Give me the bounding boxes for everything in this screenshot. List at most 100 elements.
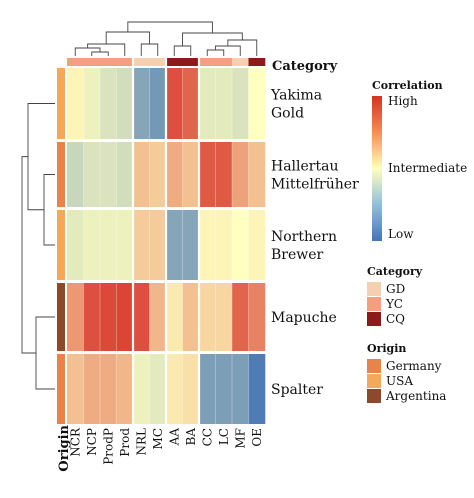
correlation-colorbar bbox=[372, 96, 382, 241]
heatmap-cell bbox=[67, 283, 84, 351]
heatmap-cell bbox=[166, 142, 183, 207]
category-legend-swatch bbox=[367, 282, 381, 296]
category-legend-swatch bbox=[367, 312, 381, 326]
row-label: Mapuche bbox=[271, 310, 337, 326]
column-label: LC bbox=[217, 428, 231, 445]
heatmap-cell bbox=[149, 210, 167, 280]
row-label: Yakima bbox=[270, 88, 322, 104]
heatmap-cell bbox=[248, 68, 266, 139]
category-cell bbox=[182, 58, 200, 66]
origin-legend-label: Argentina bbox=[385, 389, 446, 403]
category-legend-label: YC bbox=[385, 297, 403, 311]
category-legend-title: Category bbox=[367, 265, 423, 278]
heatmap-cell bbox=[232, 283, 249, 351]
row-label: Northern bbox=[271, 229, 337, 245]
heatmap-cell bbox=[232, 210, 249, 280]
dendrogram-link bbox=[215, 45, 241, 56]
heatmap-cell bbox=[67, 354, 84, 424]
row-label: Brewer bbox=[271, 247, 324, 263]
heatmap-cell bbox=[248, 210, 266, 280]
heatmap-cell bbox=[133, 283, 150, 351]
origin-annotation-bar bbox=[57, 68, 65, 424]
category-annotation-bar bbox=[67, 58, 266, 66]
heatmap-cell bbox=[166, 354, 183, 424]
dendrogram-link bbox=[182, 32, 243, 46]
origin-legend-label: Germany bbox=[386, 359, 442, 373]
heatmap-cell bbox=[166, 210, 183, 280]
heatmap-cell bbox=[232, 68, 249, 139]
category-cell bbox=[116, 58, 134, 66]
dendrogram-link bbox=[105, 31, 150, 44]
heatmap-cell bbox=[133, 210, 150, 280]
dendrogram-link bbox=[140, 43, 159, 56]
row-labels: Yakima Gold Hallertau Mittelfrüher Northern B… bbox=[270, 88, 359, 399]
category-legend-swatch bbox=[367, 297, 381, 311]
column-label: BA bbox=[184, 428, 198, 446]
dendrogram-link bbox=[21, 156, 36, 354]
heatmap-cell bbox=[83, 354, 101, 424]
origin-cell bbox=[57, 142, 65, 207]
heatmap-cell bbox=[182, 210, 200, 280]
column-label: OE bbox=[250, 428, 264, 447]
category-cell bbox=[67, 58, 84, 66]
heatmap-cell bbox=[116, 142, 134, 207]
heatmap-cell bbox=[116, 354, 134, 424]
heatmap-cell bbox=[149, 354, 167, 424]
heatmap-cell bbox=[215, 283, 233, 351]
heatmap-cell bbox=[116, 210, 134, 280]
row-dendrogram bbox=[21, 103, 55, 390]
column-label: NCP bbox=[85, 428, 99, 456]
category-cell bbox=[215, 58, 233, 66]
row-group-gap bbox=[56, 351, 266, 354]
heatmap-cell bbox=[133, 142, 150, 207]
heatmap-cell bbox=[133, 354, 150, 424]
heatmap-cell bbox=[232, 142, 249, 207]
heatmap-cell bbox=[83, 142, 101, 207]
heatmap-cell bbox=[67, 210, 84, 280]
column-label: MC bbox=[151, 428, 165, 449]
column-label: ProdP bbox=[101, 428, 115, 465]
heatmap-cell bbox=[182, 68, 200, 139]
heatmap-cell bbox=[215, 354, 233, 424]
heatmap-cell bbox=[100, 283, 117, 351]
row-label: Gold bbox=[271, 106, 304, 122]
heatmap-cell bbox=[199, 142, 216, 207]
heatmap-cell bbox=[67, 68, 84, 139]
dendrogram-link bbox=[27, 103, 55, 211]
category-cell bbox=[149, 58, 167, 66]
heatmap-cell bbox=[83, 68, 101, 139]
heatmap-cell bbox=[215, 142, 233, 207]
dendrogram-link bbox=[87, 43, 126, 56]
heatmap-cell bbox=[199, 354, 216, 424]
row-group-gap bbox=[56, 139, 266, 142]
column-label: Prod bbox=[118, 428, 132, 457]
heatmap-cell bbox=[166, 283, 183, 351]
dendrogram-link bbox=[173, 45, 192, 56]
origin-legend-swatch bbox=[367, 389, 381, 403]
heatmap-cell bbox=[215, 210, 233, 280]
heatmap-cell bbox=[149, 283, 167, 351]
correlation-legend-label: High bbox=[388, 94, 418, 108]
category-cell bbox=[83, 58, 101, 66]
category-cell bbox=[166, 58, 183, 66]
heatmap-cell bbox=[83, 210, 101, 280]
category-cell bbox=[133, 58, 150, 66]
dendrogram-link bbox=[227, 39, 258, 56]
dendrogram-link bbox=[43, 174, 55, 246]
dendrogram-link bbox=[35, 316, 55, 390]
heatmap-cell bbox=[199, 68, 216, 139]
heatmap-cell bbox=[100, 210, 117, 280]
column-label: MF bbox=[233, 428, 247, 449]
correlation-legend-title: Correlation bbox=[372, 79, 443, 92]
origin-cell bbox=[57, 354, 65, 424]
heatmap-cell bbox=[248, 283, 266, 351]
heatmap-cell bbox=[248, 142, 266, 207]
category-cell bbox=[232, 58, 249, 66]
correlation-legend-label: Low bbox=[388, 227, 414, 241]
origin-legend-swatch bbox=[367, 374, 381, 388]
heatmap-cell bbox=[182, 354, 200, 424]
column-label: CC bbox=[200, 428, 214, 446]
heatmap-cell bbox=[182, 142, 200, 207]
